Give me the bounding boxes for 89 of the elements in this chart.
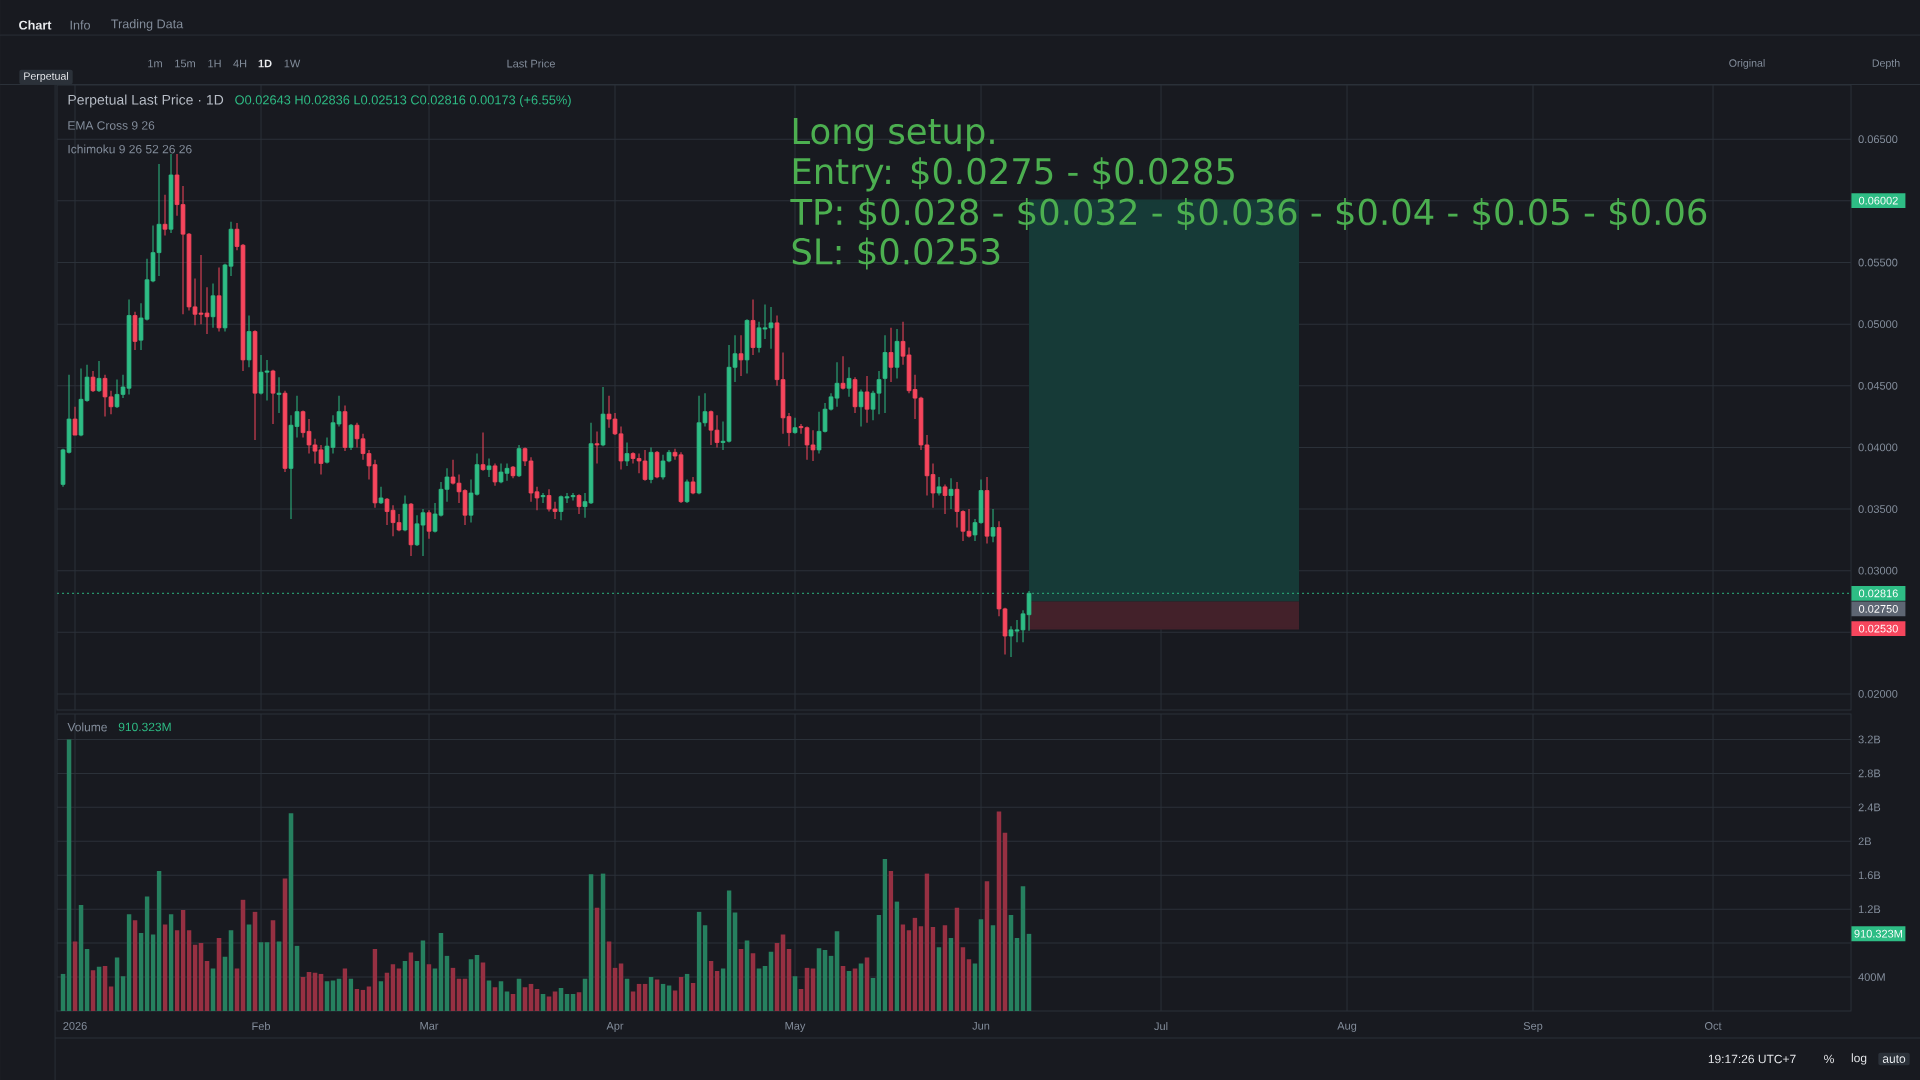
candlestick xyxy=(378,486,384,505)
annotation: TP: $0.028 - $0.032 - $0.036 - $0.04 - $0.05 - $0.06 xyxy=(790,197,1707,231)
candlestick xyxy=(594,430,600,464)
x-tick-label: Feb xyxy=(252,1022,271,1031)
y-tick-label: 0.06500 xyxy=(1858,135,1898,144)
candlestick xyxy=(426,509,432,540)
x-tick-label: Sep xyxy=(1523,1022,1543,1033)
candlestick xyxy=(624,441,630,467)
annotation: EMA Cross 9 26 xyxy=(68,121,155,130)
candlestick xyxy=(792,417,798,435)
text: 0.06002 xyxy=(1858,196,1898,205)
candlestick xyxy=(348,423,354,451)
candlestick xyxy=(270,369,276,425)
x-tick-label: Oct xyxy=(1705,1022,1722,1030)
text: Perpetual xyxy=(24,72,68,82)
candlestick xyxy=(210,282,216,329)
bar xyxy=(504,991,510,1011)
y-tick-label: 2.8B xyxy=(1858,769,1881,778)
candlestick xyxy=(948,477,954,510)
x-tick-label: Mar xyxy=(420,1022,439,1030)
text: Last Price xyxy=(507,59,555,68)
text: 15m xyxy=(175,59,195,68)
y-tick-label: 0.05000 xyxy=(1858,320,1898,329)
text: Perpetual Last Price · 1D xyxy=(68,94,224,108)
text: Chart xyxy=(19,20,52,30)
y-tick-label: 0.04000 xyxy=(1858,443,1898,452)
candlestick xyxy=(162,194,168,236)
x-tick-label: 2026 xyxy=(63,1022,87,1030)
text: auto xyxy=(1882,1055,1906,1063)
annotation: Ichimoku 9 26 52 26 26 xyxy=(68,144,192,154)
x-tick-label: Jul xyxy=(1154,1022,1168,1031)
candlestick xyxy=(480,432,486,472)
text: 1H xyxy=(208,59,221,68)
candlestick xyxy=(846,366,852,398)
y-tick-label: 0.04500 xyxy=(1858,381,1898,390)
x-tick-label: Apr xyxy=(606,1022,624,1032)
y-tick-label: 400M xyxy=(1858,973,1885,981)
x-tick-label: Aug xyxy=(1337,1022,1357,1032)
candlestick xyxy=(858,388,864,427)
y-tick-label: 0.05500 xyxy=(1858,258,1898,267)
text: 1D xyxy=(258,59,272,68)
candlestick xyxy=(576,493,582,515)
candlestick xyxy=(540,492,546,504)
text: % xyxy=(1824,1054,1834,1064)
candlestick xyxy=(990,508,996,543)
text: Trading Data xyxy=(111,19,184,31)
y-tick-label: 1.2B xyxy=(1858,905,1881,913)
y-tick-label: 2B xyxy=(1858,837,1871,846)
candlestick xyxy=(90,370,96,393)
candlestick xyxy=(96,360,102,393)
candlestick xyxy=(840,355,846,390)
y-tick-label: 0.02000 xyxy=(1858,690,1898,698)
candlestick xyxy=(276,376,282,414)
ref-line-label: 0.02816 xyxy=(1858,589,1898,598)
text: 1W xyxy=(284,59,301,68)
candlestick xyxy=(492,462,498,487)
candlestick xyxy=(936,476,942,496)
text: 4H xyxy=(233,59,247,68)
annotation: Entry: $0.0275 - $0.0285 xyxy=(793,157,1234,192)
candlestick xyxy=(942,483,948,515)
text: 1m xyxy=(148,59,162,68)
y-tick-label: 3.2B xyxy=(1858,735,1881,744)
annotation: Long setup. xyxy=(793,118,994,152)
candlestick xyxy=(738,334,744,377)
text: 910.323M xyxy=(118,722,171,732)
text: Volume xyxy=(67,722,107,732)
annotation: SL: $0.0253 xyxy=(792,237,1000,270)
text: log xyxy=(1851,1053,1867,1065)
x-tick-label: Jun xyxy=(972,1022,990,1030)
text: 910.323M xyxy=(1854,929,1902,938)
candlestick xyxy=(888,327,894,383)
y-tick-label: 0.03500 xyxy=(1858,505,1898,513)
y-tick-label: 1.6B xyxy=(1858,871,1881,880)
x-tick-label: May xyxy=(785,1022,806,1032)
candlestick xyxy=(72,406,78,436)
bar xyxy=(552,991,558,1011)
text: Depth xyxy=(1872,59,1900,69)
candlestick xyxy=(684,478,690,504)
y-tick-label: 0.03000 xyxy=(1858,566,1898,575)
text: Info xyxy=(70,20,91,30)
y-tick-label: 2.4B xyxy=(1858,803,1881,812)
candlestick xyxy=(486,458,492,478)
text: 19:17:26 UTC+7 xyxy=(1708,1054,1796,1064)
text: Original xyxy=(1729,59,1765,69)
text: 0.02530 xyxy=(1858,624,1898,633)
bar xyxy=(630,991,636,1011)
candlestick xyxy=(864,375,870,424)
text: 0.02750 xyxy=(1858,604,1898,613)
text: O0.02643 H0.02836 L0.02513 C0.02816 0.00173 (+6.55%) xyxy=(235,95,571,107)
